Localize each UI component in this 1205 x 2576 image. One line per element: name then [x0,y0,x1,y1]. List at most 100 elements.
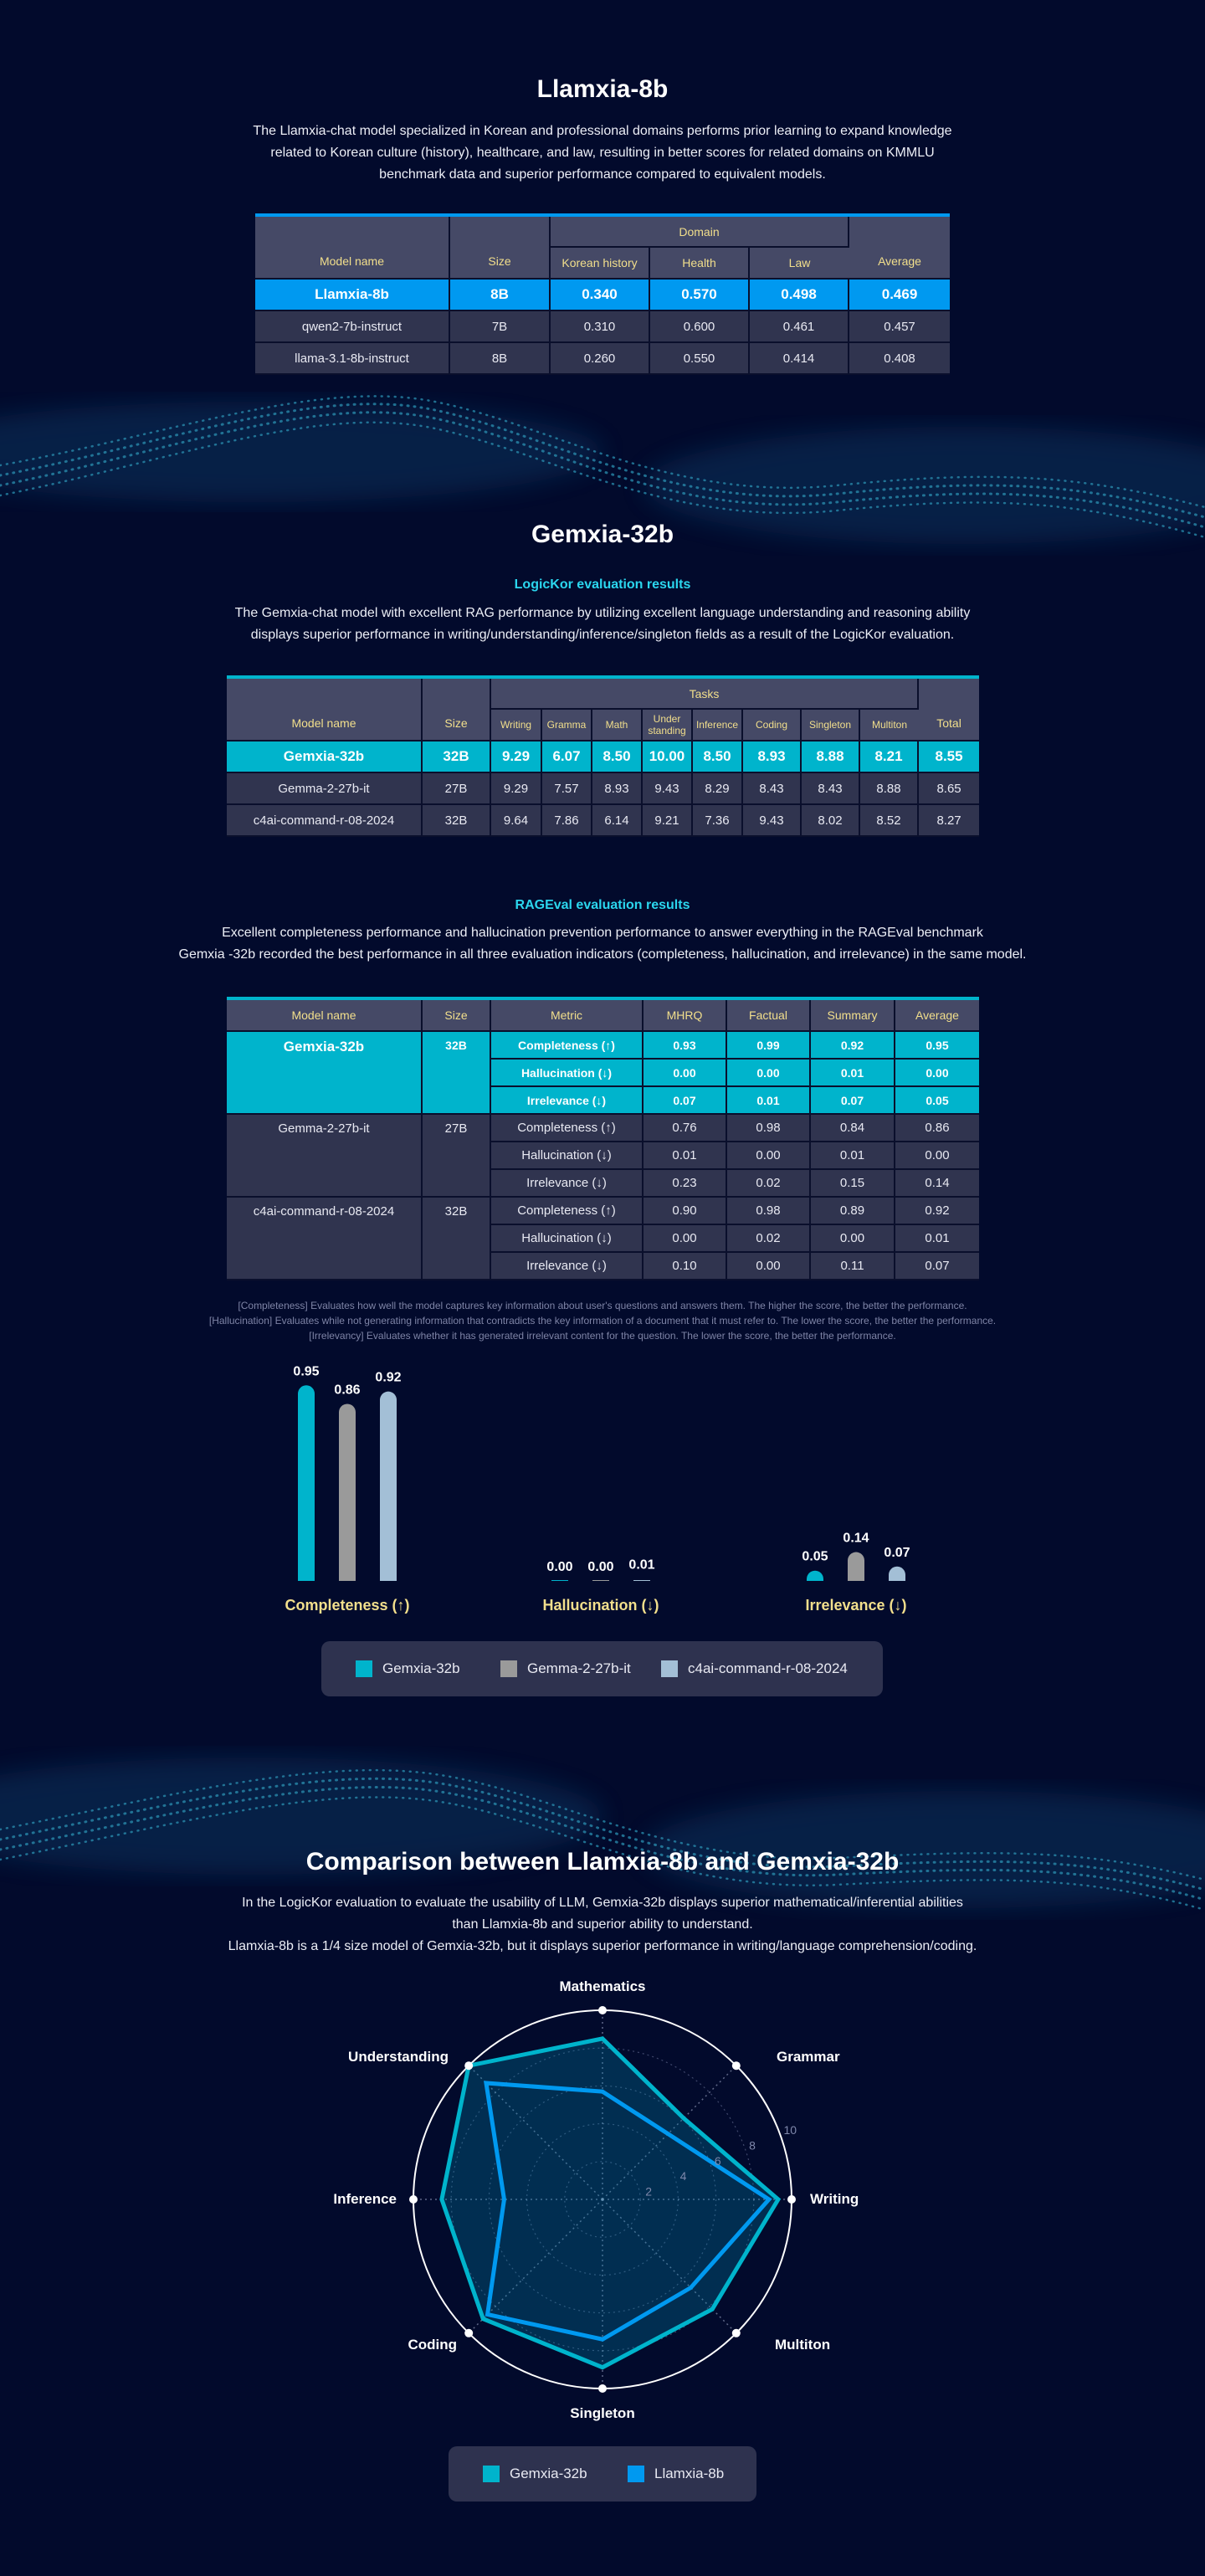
radar-axis-label-grammar: Grammar [777,2049,840,2065]
cell-value: 8.29 [693,773,743,805]
bar-value-label: 0.07 [884,1546,910,1560]
cell-value: 0.92 [811,1032,895,1060]
legend-swatch [628,2466,644,2482]
legend-swatch [661,1660,678,1677]
cell-value: 0.00 [895,1060,979,1087]
cell-metric: Hallucination (↓) [491,1060,644,1087]
radar-axis-line [602,2065,737,2200]
cell-total: 8.55 [919,741,980,773]
column-header: Singleton [802,710,860,741]
legend-label: Gemxia-32b [382,1660,460,1676]
bar-value-label: 0.14 [843,1532,869,1546]
legend-label: Gemxia-32b [510,2466,587,2481]
radar-series-gemxia-32b [439,2036,782,2370]
column-header: Korean history [551,248,650,280]
cell-size: 32B [423,741,491,773]
legend-item-llamxia: Llamxia-8b [628,2466,724,2482]
cell-value: 0.02 [727,1170,811,1198]
cell-value: 0.07 [811,1087,895,1115]
column-header: Metric [491,1000,644,1032]
table-row: Gemma-2-27b-it 27B 9.29 7.57 8.93 9.43 8.29 8.4… [227,773,980,805]
bar-gemxia-32b [807,1570,823,1581]
radar-axis-line [468,2199,603,2334]
cell-value: 0.07 [644,1087,727,1115]
table-row: Irrelevance (↓) 0.07 0.01 0.07 0.05 [227,1087,979,1115]
cell-value: 0.498 [750,280,850,311]
cell-metric: Hallucination (↓) [491,1142,644,1170]
metric-notes: [Completeness] Evaluates how well the mo… [0,1298,1205,1343]
description-line: benchmark data and superior performance … [379,167,826,182]
cell-value: 7.36 [693,805,743,837]
cell-value: 0.600 [650,311,750,343]
bar-c4ai-command-r-08-2024 [633,1580,650,1581]
cell-value: 0.00 [644,1060,727,1087]
column-header: Inference [693,710,743,741]
cell-value: 0.260 [551,343,650,375]
cell-value: 0.00 [811,1225,895,1253]
cell-value: 0.340 [551,280,650,311]
cell-value: 0.23 [644,1170,727,1198]
radar-axis-label-singleton: Singleton [570,2405,635,2421]
column-header: Law [750,248,850,280]
cell-value: 0.76 [644,1115,727,1142]
cell-value: 0.01 [644,1142,727,1170]
legend-label: Llamxia-8b [654,2466,725,2481]
radar-axis-line [468,2065,603,2200]
table-row: Gemma-2-27b-it 27B Completeness (↑) 0.76 0.9… [227,1115,979,1198]
radar-tick-label: 6 [715,2154,721,2168]
radar-axis-label-writing: Writing [810,2191,859,2207]
logickor-subtitle: LogicKor evaluation results [514,577,691,592]
radar-grid-ring [488,2085,717,2314]
cell-value: 8.43 [743,773,802,805]
bar-gemma-2-27b-it [339,1403,356,1581]
cell-metric: Completeness (↑) [491,1032,644,1060]
table-row: qwen2-7b-instruct 7B 0.310 0.600 0.461 0.457 [255,311,951,343]
cell-value: 8.93 [743,741,802,773]
cell-value: 0.86 [895,1115,979,1142]
column-header: Factual [727,1000,811,1032]
description-line: In the LogicKor evaluation to evaluate t… [242,1896,963,1910]
cell-metric: Irrelevance (↓) [491,1253,644,1280]
logickor-description: The Gemxia-chat model with excellent RAG… [0,603,1205,646]
cell-model: c4ai-command-r-08-2024 [227,805,423,837]
note-completeness: [Completeness] Evaluates how well the mo… [238,1300,967,1311]
rageval-subtitle: RAGEval evaluation results [515,898,690,912]
bar-c4ai-command-r-08-2024 [380,1391,397,1581]
cell-value: 0.01 [727,1087,811,1115]
column-header-average: Average [849,217,951,280]
column-group-domain: Domain [551,217,850,248]
table-row: Hallucination (↓) 0.01 0.00 0.01 0.00 [227,1142,979,1170]
legend-label: c4ai-command-r-08-2024 [688,1660,848,1676]
cell-value: 8.02 [802,805,860,837]
description-line: The Gemxia-chat model with excellent RAG… [234,606,971,620]
radar-axis-label-mathematics: Mathematics [559,1978,646,1994]
cell-size: 32B [423,1032,491,1115]
header-row: Model name Size Metric MHRQ Factual Summary Av… [227,1000,979,1032]
bar-gemma-2-27b-it [592,1580,609,1581]
cell-value: 0.02 [727,1225,811,1253]
cell-model: llama-3.1-8b-instruct [255,343,450,375]
note-hallucination: [Hallucination] Evaluates while not gene… [208,1315,997,1326]
radar-axis-end-dot [464,2328,474,2337]
column-header: Coding [743,710,802,741]
cell-metric: Irrelevance (↓) [491,1170,644,1198]
bar-value-label: 0.01 [628,1558,654,1573]
column-header: MHRQ [644,1000,727,1032]
cell-model: Gemma-2-27b-it [227,773,423,805]
cell-value: 0.93 [644,1032,727,1060]
cell-value: 6.07 [542,741,592,773]
column-header: Multiton [860,710,920,741]
cell-value: 9.64 [491,805,542,837]
legend-item-gemxia: Gemxia-32b [356,1660,460,1677]
cell-value: 0.00 [727,1253,811,1280]
table-row: Llamxia-8b 8B 0.340 0.570 0.498 0.469 [255,280,951,311]
cell-value: 7.57 [542,773,592,805]
cell-value: 0.90 [644,1198,727,1225]
category-label: Irrelevance (↓) [805,1597,906,1614]
radar-tick-label: 10 [783,2123,797,2137]
cell-value: 10.00 [643,741,693,773]
kmmlu-table: Model name Size Domain Average Korean histor… [255,213,951,375]
cell-metric: Hallucination (↓) [491,1225,644,1253]
bar-value-label: 0.86 [334,1383,360,1397]
cell-metric: Completeness (↑) [491,1115,644,1142]
